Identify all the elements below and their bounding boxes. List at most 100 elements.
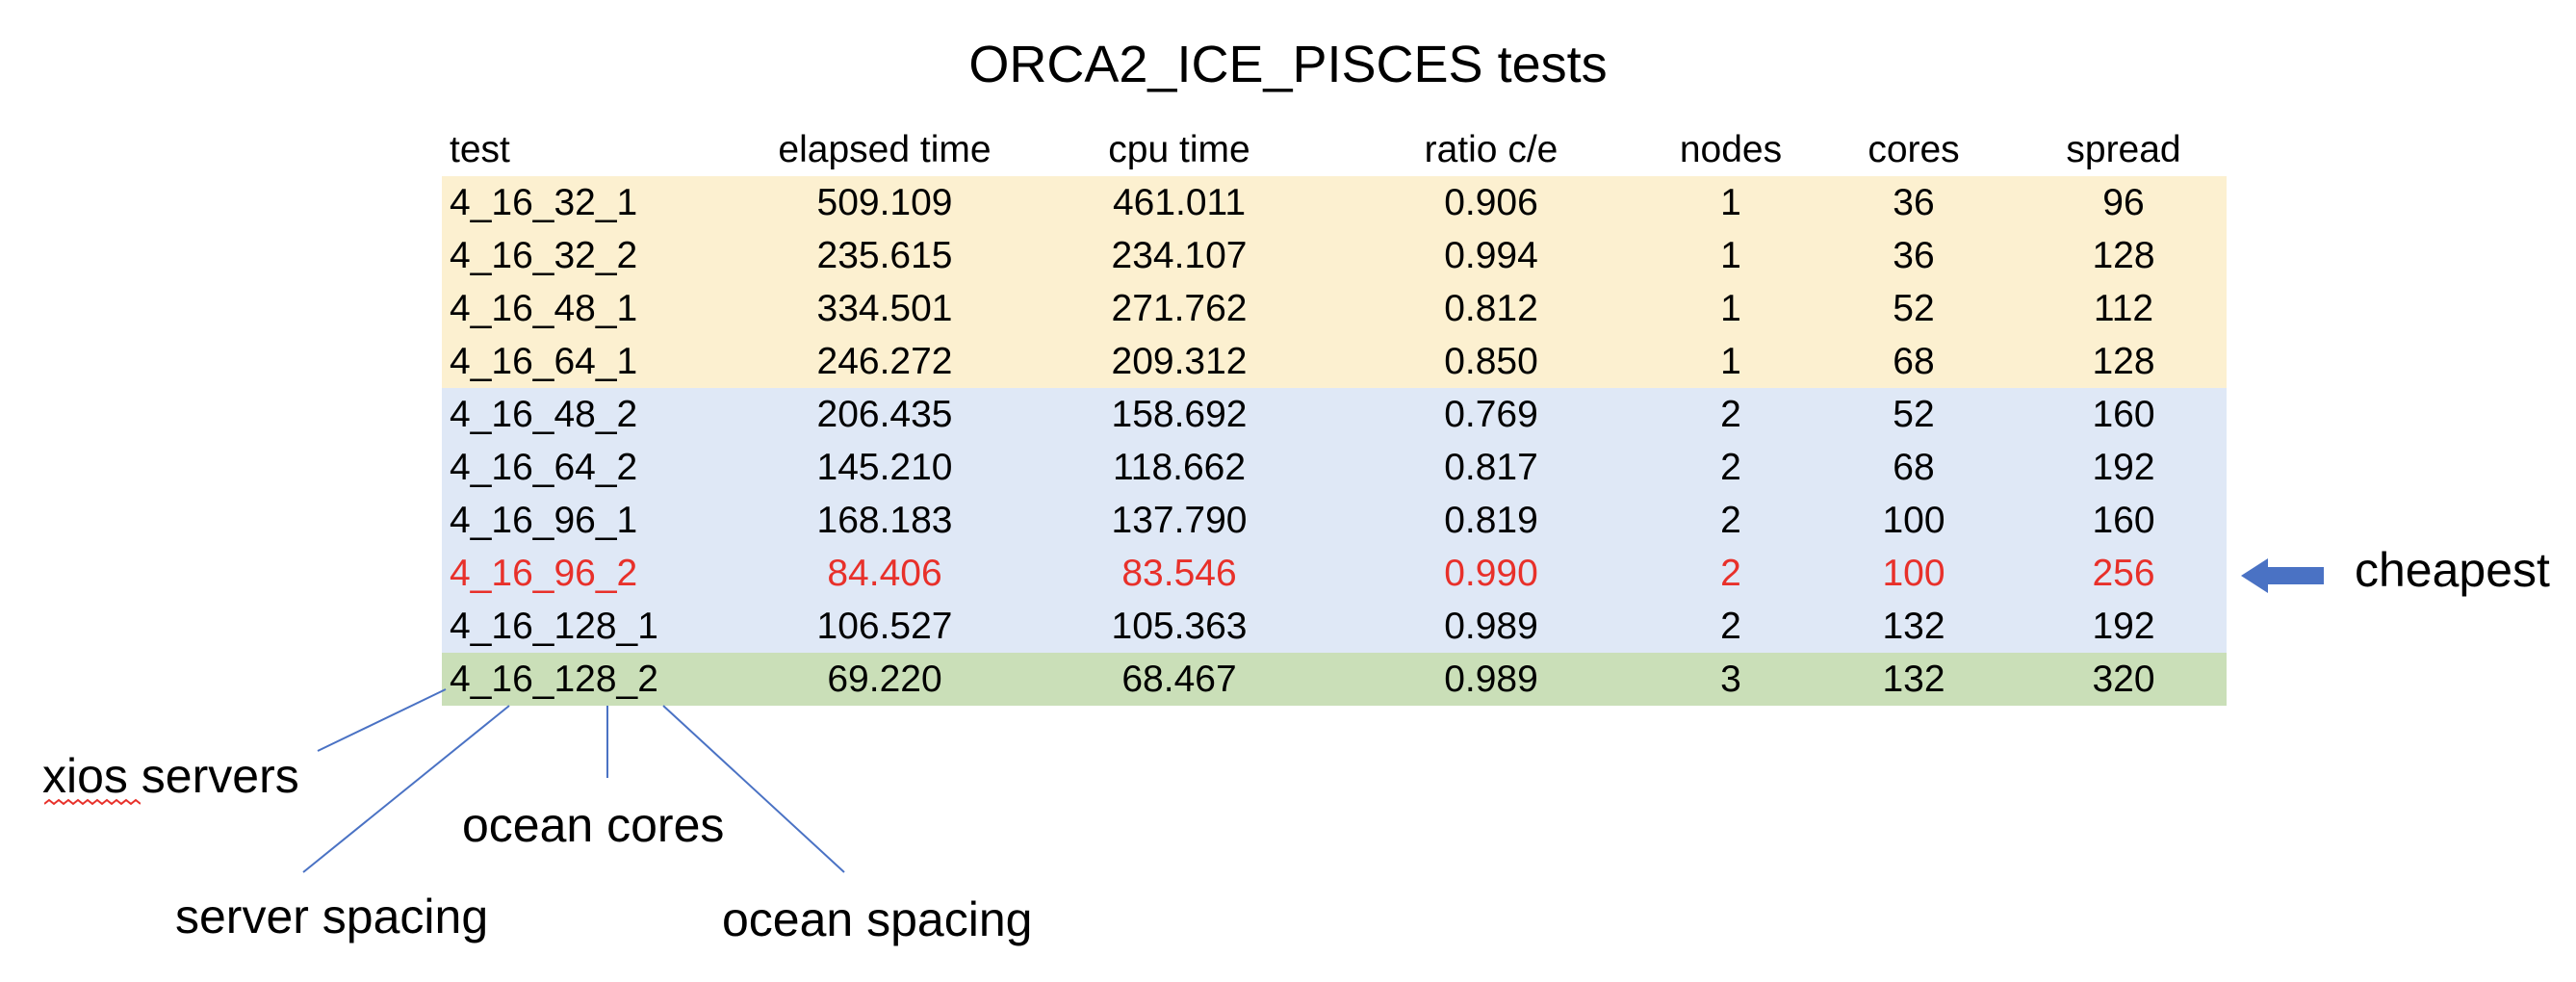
cell-nodes: 2 — [1720, 606, 1741, 647]
left-arrow-icon — [2241, 558, 2324, 593]
cell-spread: 192 — [2092, 606, 2155, 647]
cell-cpu-time: 209.312 — [1111, 341, 1248, 382]
table-row: 4_16_128_2 69.220 68.467 0.989 3 132 320 — [442, 653, 2227, 706]
table-row-highlighted: 4_16_96_2 84.406 83.546 0.990 2 100 256 — [442, 547, 2227, 600]
cell-ratio: 0.989 — [1444, 659, 1538, 700]
cell-ratio: 0.906 — [1444, 182, 1538, 223]
cell-elapsed-time: 206.435 — [816, 394, 953, 435]
cell-cores: 52 — [1893, 288, 1935, 329]
cell-spread: 256 — [2092, 553, 2155, 594]
cell-cores: 36 — [1893, 182, 1935, 223]
table-row: 4_16_64_1 246.272 209.312 0.850 1 68 128 — [442, 335, 2227, 388]
table-row: 4_16_96_1 168.183 137.790 0.819 2 100 160 — [442, 494, 2227, 547]
cell-cpu-time: 137.790 — [1111, 500, 1248, 541]
cell-spread: 112 — [2093, 288, 2154, 329]
cell-nodes: 1 — [1720, 182, 1741, 223]
cell-cpu-time: 68.467 — [1121, 659, 1237, 700]
annotation-ocean-spacing: ocean spacing — [722, 892, 1033, 946]
cell-nodes: 3 — [1720, 659, 1741, 700]
cell-cpu-time: 158.692 — [1111, 394, 1248, 435]
header-cpu-time: cpu time — [1108, 129, 1250, 170]
cell-elapsed-time: 235.615 — [816, 235, 953, 276]
cell-ratio: 0.817 — [1444, 447, 1538, 488]
cell-cpu-time: 105.363 — [1111, 606, 1248, 647]
cell-test: 4_16_64_1 — [450, 341, 638, 382]
cell-cores: 100 — [1882, 500, 1945, 541]
annotation-server-spacing: server spacing — [175, 890, 489, 943]
cell-cpu-time: 234.107 — [1111, 235, 1248, 276]
table-row: 4_16_32_1 509.109 461.011 0.906 1 36 96 — [442, 176, 2227, 229]
table-body: 4_16_32_1 509.109 461.011 0.906 1 36 96 4_16_32… — [442, 176, 2227, 706]
cell-nodes: 1 — [1720, 341, 1741, 382]
cell-nodes: 2 — [1720, 553, 1741, 594]
page-title: ORCA2_ICE_PISCES tests — [968, 36, 1608, 93]
cell-spread: 96 — [2102, 182, 2145, 223]
cell-cores: 52 — [1893, 394, 1935, 435]
header-elapsed-time: elapsed time — [778, 129, 992, 170]
table-row: 4_16_48_2 206.435 158.692 0.769 2 52 160 — [442, 388, 2227, 441]
cell-cores: 132 — [1882, 606, 1945, 647]
cell-ratio: 0.812 — [1444, 288, 1538, 329]
cell-elapsed-time: 509.109 — [816, 182, 953, 223]
table-row: 4_16_64_2 145.210 118.662 0.817 2 68 192 — [442, 441, 2227, 494]
cell-elapsed-time: 246.272 — [816, 341, 953, 382]
cell-test: 4_16_96_2 — [450, 553, 638, 594]
cell-nodes: 2 — [1720, 447, 1741, 488]
header-test: test — [450, 129, 510, 170]
cell-test: 4_16_128_2 — [450, 659, 658, 700]
cell-ratio: 0.819 — [1444, 500, 1538, 541]
table-header-row: test elapsed time cpu time ratio c/e nod… — [442, 123, 2227, 176]
leader-line-ocean-spacing — [662, 705, 845, 873]
leader-line-server-spacing — [302, 705, 510, 873]
cell-spread: 128 — [2092, 341, 2155, 382]
results-table: test elapsed time cpu time ratio c/e nod… — [442, 123, 2227, 706]
table-row: 4_16_32_2 235.615 234.107 0.994 1 36 128 — [442, 229, 2227, 282]
cheapest-callout: cheapest — [2355, 543, 2550, 597]
spellcheck-squiggle-icon — [44, 798, 141, 806]
header-ratio: ratio c/e — [1424, 129, 1558, 170]
cell-nodes: 1 — [1720, 235, 1741, 276]
cell-spread: 192 — [2092, 447, 2155, 488]
cell-elapsed-time: 145.210 — [816, 447, 953, 488]
cell-test: 4_16_48_1 — [450, 288, 638, 329]
header-cores: cores — [1868, 129, 1960, 170]
cell-cpu-time: 461.011 — [1112, 182, 1247, 223]
cell-cores: 68 — [1893, 447, 1935, 488]
cell-cpu-time: 271.762 — [1111, 288, 1248, 329]
cell-ratio: 0.990 — [1444, 553, 1538, 594]
leader-line-xios-servers — [317, 688, 447, 752]
cell-cores: 100 — [1882, 553, 1945, 594]
table-row: 4_16_128_1 106.527 105.363 0.989 2 132 192 — [442, 600, 2227, 653]
cell-spread: 160 — [2092, 394, 2155, 435]
cell-nodes: 2 — [1720, 500, 1741, 541]
cell-cores: 68 — [1893, 341, 1935, 382]
cell-test: 4_16_32_2 — [450, 235, 638, 276]
cell-ratio: 0.989 — [1444, 606, 1538, 647]
cell-ratio: 0.994 — [1444, 235, 1538, 276]
cell-test: 4_16_128_1 — [450, 606, 658, 647]
cell-test: 4_16_48_2 — [450, 394, 638, 435]
cell-elapsed-time: 168.183 — [816, 500, 953, 541]
cell-cpu-time: 118.662 — [1112, 447, 1247, 488]
cell-elapsed-time: 84.406 — [827, 553, 942, 594]
cell-elapsed-time: 69.220 — [827, 659, 942, 700]
cell-elapsed-time: 334.501 — [816, 288, 953, 329]
cell-test: 4_16_64_2 — [450, 447, 638, 488]
cell-ratio: 0.769 — [1444, 394, 1538, 435]
annotation-ocean-cores: ocean cores — [462, 798, 725, 852]
cell-test: 4_16_96_1 — [450, 500, 638, 541]
cell-spread: 160 — [2092, 500, 2155, 541]
cell-nodes: 2 — [1720, 394, 1741, 435]
header-nodes: nodes — [1679, 129, 1783, 170]
cell-ratio: 0.850 — [1444, 341, 1538, 382]
cell-nodes: 1 — [1720, 288, 1741, 329]
cell-test: 4_16_32_1 — [450, 182, 638, 223]
annotation-xios-servers: xios servers — [42, 749, 299, 803]
cell-cores: 132 — [1882, 659, 1945, 700]
table-row: 4_16_48_1 334.501 271.762 0.812 1 52 112 — [442, 282, 2227, 335]
cell-spread: 128 — [2092, 235, 2155, 276]
cell-cores: 36 — [1893, 235, 1935, 276]
header-spread: spread — [2066, 129, 2181, 170]
cell-elapsed-time: 106.527 — [816, 606, 953, 647]
